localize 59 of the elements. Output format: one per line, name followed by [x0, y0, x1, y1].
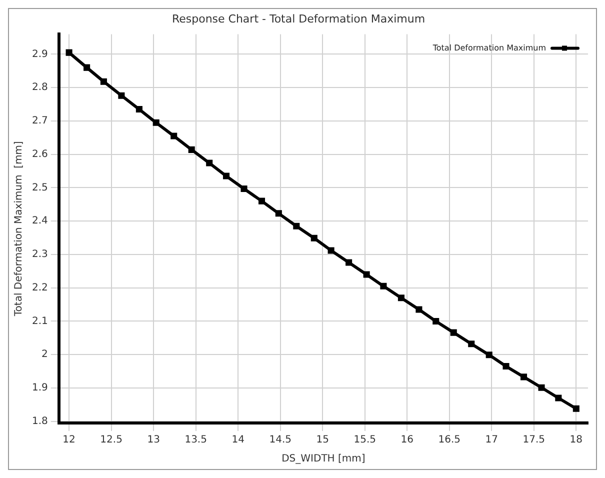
x-tick-label: 15	[316, 434, 329, 446]
y-tick-label: 2.8	[32, 82, 48, 94]
point	[188, 146, 195, 153]
x-tick-label: 12.5	[100, 434, 122, 446]
point	[118, 92, 125, 99]
point	[432, 318, 440, 324]
point	[450, 329, 457, 336]
point	[293, 222, 300, 230]
y-tick-label: 2.2	[32, 282, 48, 294]
point	[258, 198, 266, 204]
point	[100, 78, 107, 85]
point	[572, 405, 580, 412]
x-tick-label: 18	[570, 434, 583, 446]
x-tick-label: 15.5	[354, 434, 376, 446]
point	[222, 172, 230, 180]
point	[538, 384, 545, 391]
point	[310, 234, 318, 242]
point	[502, 363, 510, 370]
point	[240, 185, 248, 192]
point	[416, 306, 422, 313]
x-tick-label: 17	[485, 434, 498, 446]
point	[136, 106, 142, 113]
point	[398, 294, 404, 302]
point	[275, 210, 282, 217]
point	[346, 259, 352, 266]
x-tick-label: 13	[147, 434, 160, 446]
x-tick-label: 16	[400, 434, 414, 446]
point	[84, 64, 90, 71]
point	[520, 374, 528, 380]
y-axis-title: Total Deformation Maximum [mm]	[14, 140, 25, 318]
y-tick-label: 2	[42, 349, 48, 360]
legend-label: Total Deformation Maximum	[432, 43, 546, 52]
point	[328, 247, 334, 254]
point	[363, 271, 370, 278]
chart-title: Response Chart - Total Deformation Maximum	[172, 12, 426, 26]
y-tick-label: 1.8	[32, 416, 48, 427]
x-tick-label: 13.5	[184, 434, 207, 446]
point	[66, 49, 72, 56]
y-tick-label: 2.1	[32, 316, 48, 327]
point	[380, 282, 387, 290]
y-tick-label: 2.4	[32, 216, 48, 227]
x-tick-label: 14.5	[269, 434, 292, 446]
point	[468, 340, 475, 348]
point	[486, 352, 492, 358]
x-tick-label: 17.5	[522, 434, 546, 446]
x-tick-label: 16.5	[438, 434, 461, 446]
y-tick-label: 2.6	[32, 148, 48, 160]
y-tick-label: 1.9	[32, 382, 48, 394]
x-tick-label: 14	[232, 434, 244, 446]
y-tick-label: 2.3	[32, 249, 48, 260]
y-tick-label: 2.7	[32, 116, 48, 127]
point	[170, 132, 178, 140]
point	[206, 160, 213, 166]
y-tick-label: 2.9	[32, 48, 48, 60]
x-tick-label: 12	[62, 434, 76, 446]
x-axis-title: DS_WIDTH [mm]	[282, 454, 366, 465]
y-tick-label: 2.5	[32, 182, 48, 194]
point	[555, 394, 562, 402]
point	[152, 119, 160, 126]
